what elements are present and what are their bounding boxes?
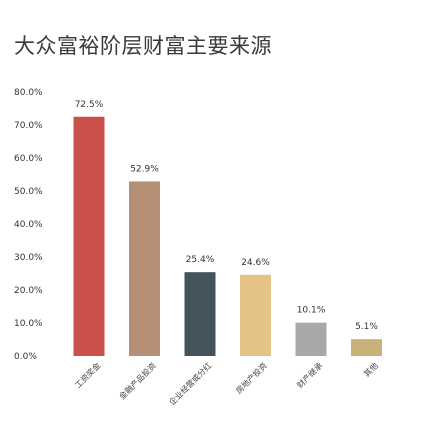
bar	[129, 181, 160, 356]
y-tick-label: 80.0%	[14, 88, 43, 98]
bar	[240, 274, 271, 356]
bar	[184, 272, 216, 356]
bar	[295, 322, 327, 356]
data-label: 24.6%	[241, 258, 270, 268]
x-tick-label: 金融产品投资	[117, 360, 158, 401]
chart-title: 大众富裕阶层财富主要来源	[14, 34, 272, 58]
y-tick-label: 70.0%	[14, 121, 43, 131]
y-tick-label: 20.0%	[14, 286, 43, 296]
x-axis: 工资奖金 金融产品投资 企业经营或分红 房地产投资 财产继承 其他	[73, 360, 380, 407]
data-label: 52.9%	[130, 164, 159, 174]
y-tick-label: 50.0%	[14, 187, 43, 197]
y-tick-label: 10.0%	[14, 319, 43, 329]
x-tick-label: 其他	[362, 360, 380, 378]
y-tick-label: 40.0%	[14, 220, 43, 230]
y-tick-label: 0.0%	[14, 352, 37, 362]
bars: 72.5% 52.9% 25.4% 24.6% 10.1% 5.1%	[73, 100, 382, 356]
data-label: 72.5%	[75, 100, 104, 110]
x-tick-label: 企业经营或分红	[167, 360, 214, 407]
bar	[351, 339, 382, 356]
y-tick-label: 60.0%	[14, 154, 43, 164]
x-tick-label: 房地产投资	[234, 360, 269, 395]
y-axis: 0.0% 10.0% 20.0% 30.0% 40.0% 50.0% 60.0% 70.0% 8…	[14, 88, 43, 362]
y-tick-label: 30.0%	[14, 253, 43, 263]
data-label: 25.4%	[186, 255, 215, 265]
data-label: 5.1%	[355, 322, 378, 332]
x-tick-label: 财产继承	[295, 360, 325, 390]
x-tick-label: 工资奖金	[73, 360, 103, 390]
bar	[73, 116, 105, 356]
data-label: 10.1%	[297, 306, 326, 316]
